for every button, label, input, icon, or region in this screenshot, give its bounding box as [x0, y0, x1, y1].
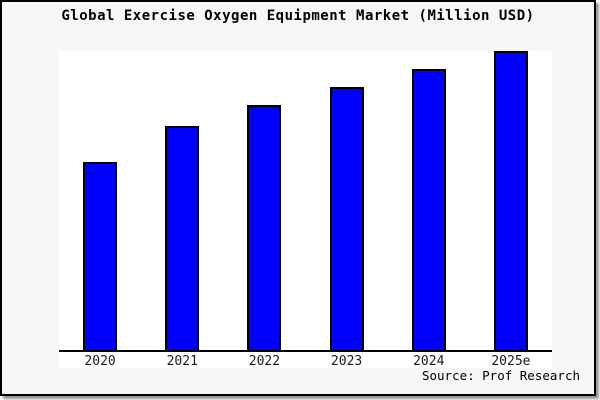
bar-2021: [165, 126, 199, 352]
bar-2024: [412, 69, 446, 352]
x-tick-label-2023: 2023: [330, 354, 363, 369]
bar-2020: [83, 162, 117, 352]
x-tick-label-2021: 2021: [166, 354, 198, 369]
x-tick-label-2024: 2024: [413, 354, 445, 369]
x-tick-label-2022: 2022: [248, 354, 281, 369]
bar-2022: [247, 105, 281, 352]
source-credit: Source: Prof Research: [421, 368, 580, 383]
bar-2023: [330, 87, 364, 352]
x-axis-line: [59, 350, 552, 352]
x-tick-label-2025e: 2025e: [491, 354, 531, 369]
x-tick-label-2020: 2020: [84, 354, 116, 369]
chart-title: Global Exercise Oxygen Equipment Market …: [61, 8, 535, 24]
bar-2025e: [494, 51, 528, 352]
plot-area: 2020 2021 2022 2023 2024 2025e: [59, 51, 552, 369]
